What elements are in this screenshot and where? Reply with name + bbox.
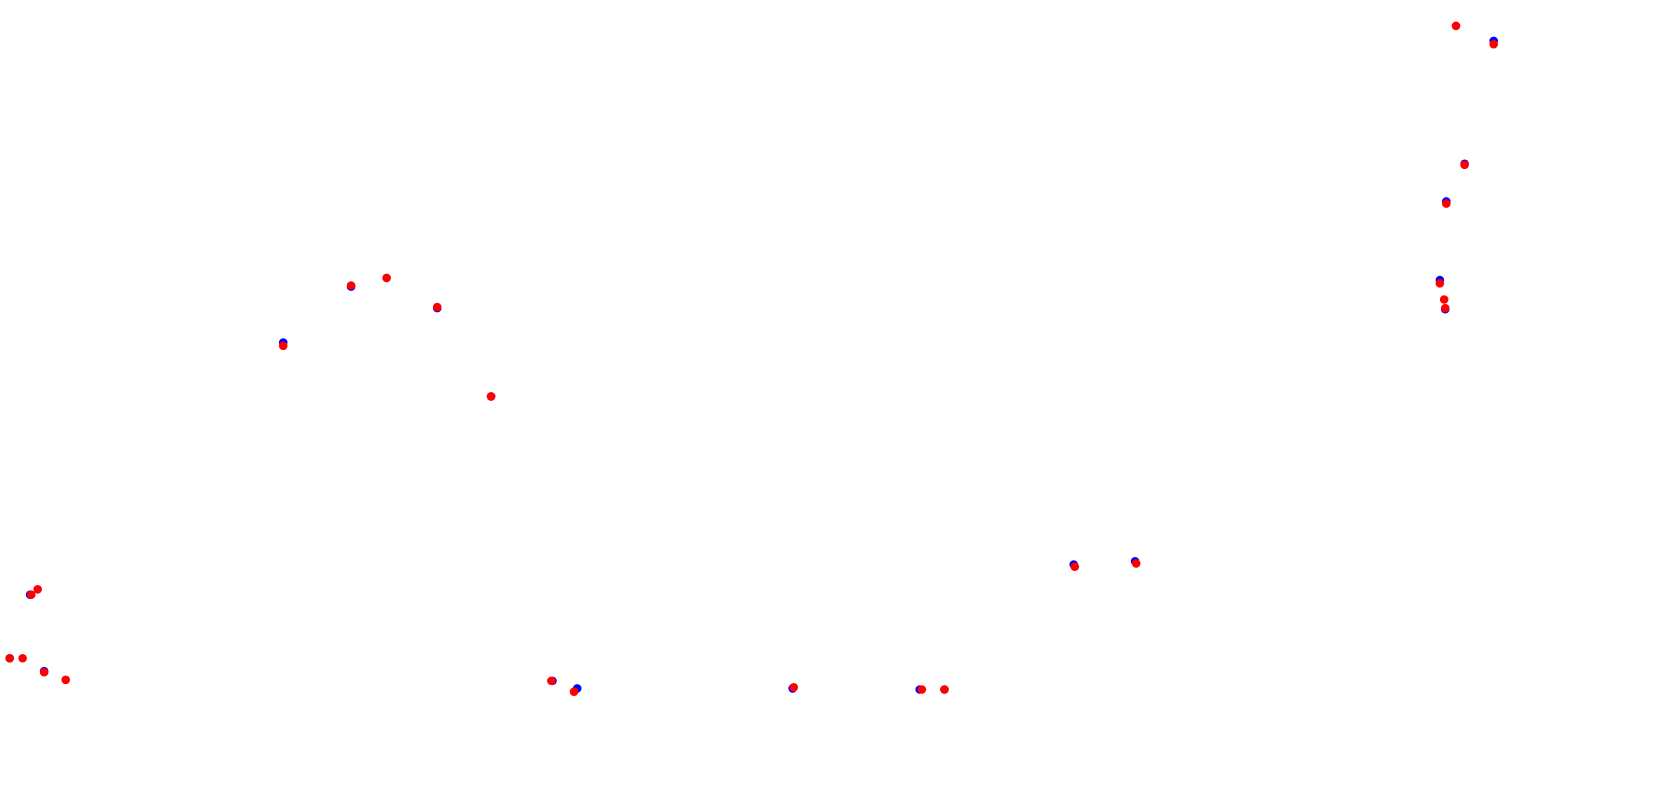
point [1451,21,1461,31]
point [1435,279,1445,288]
point [346,281,356,290]
point [917,685,927,694]
point [1070,562,1080,571]
point [1489,39,1498,49]
point [1131,559,1141,568]
point [382,273,391,283]
point [569,687,579,696]
point [1439,295,1449,304]
point [1460,160,1469,170]
point [26,590,36,599]
point [39,667,49,677]
point [1442,199,1451,208]
point [5,653,14,663]
point [789,683,798,692]
point [1440,303,1450,313]
point [432,302,442,312]
point [33,585,42,594]
point [278,341,288,351]
point [486,392,496,401]
point [18,653,27,663]
point [61,675,70,685]
point [547,676,556,686]
point [940,685,949,694]
